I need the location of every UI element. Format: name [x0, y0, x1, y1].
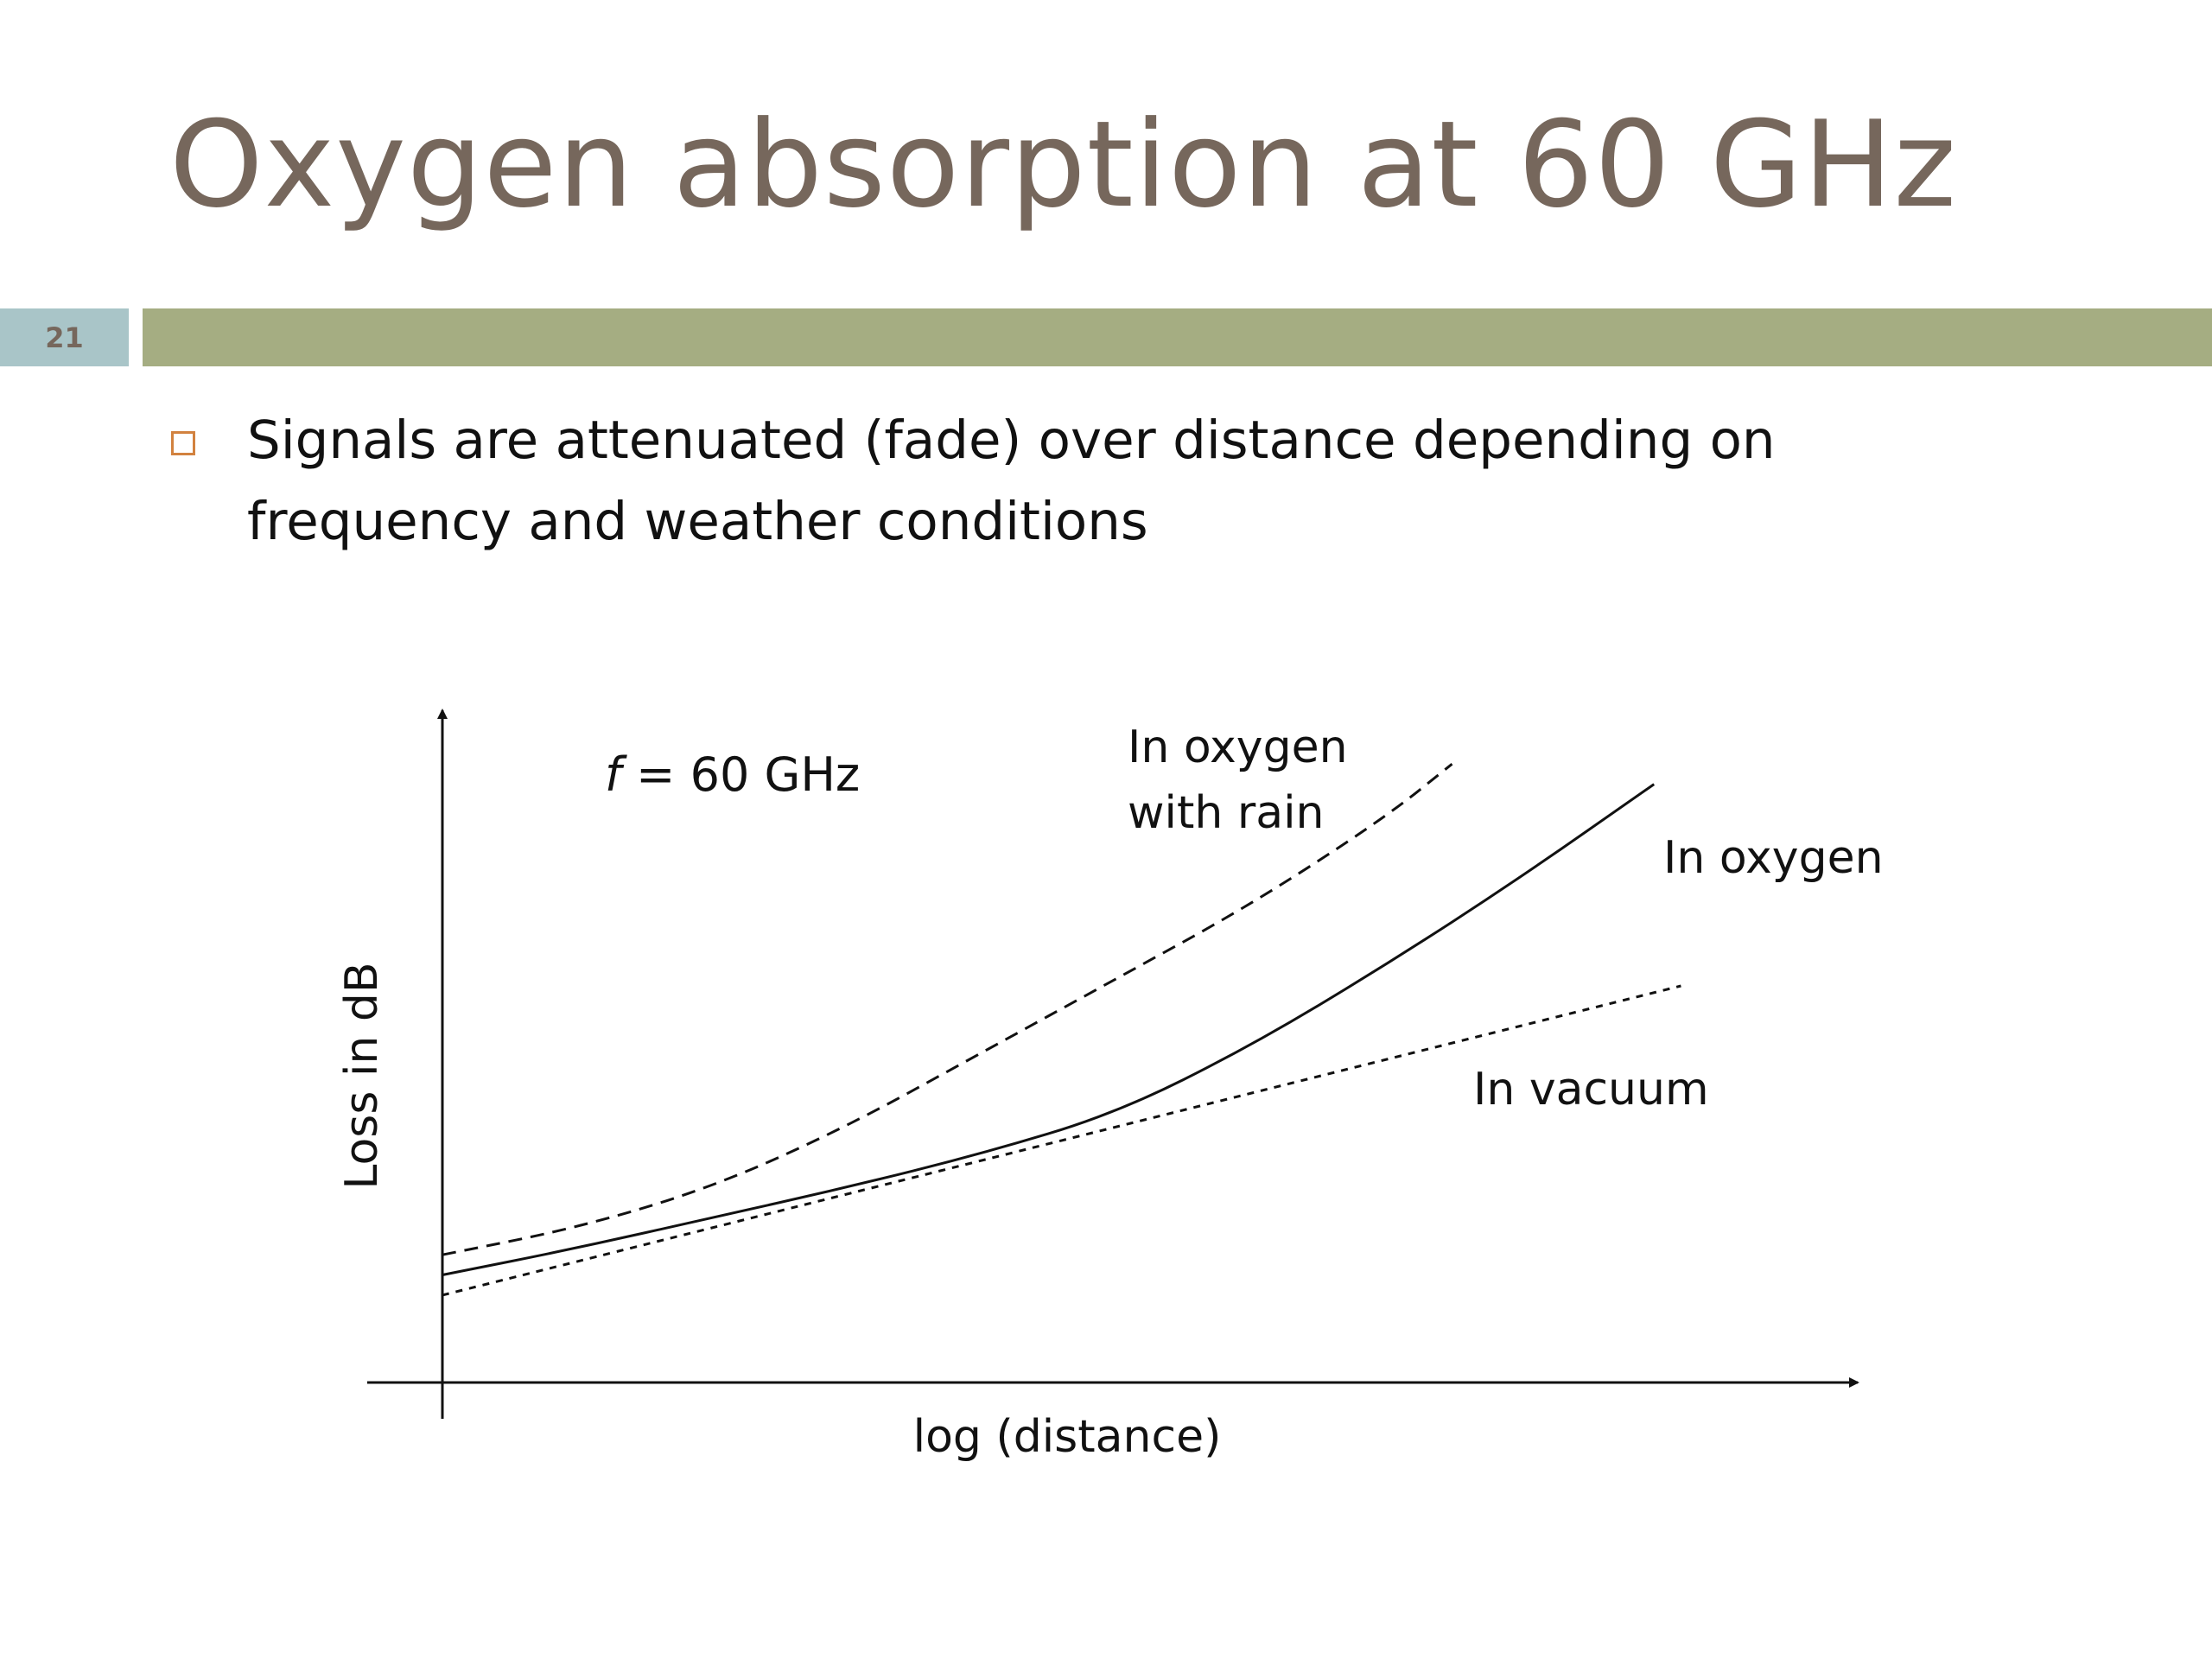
frequency-annotation: f = 60 GHz: [605, 747, 860, 802]
series-label-3: In vacuum: [1473, 1064, 1709, 1116]
slide-number-box: 21: [0, 308, 129, 366]
bullet-line-2: frequency and weather conditions: [247, 491, 1148, 552]
series-label-1: In oxygen with rain: [1128, 721, 1348, 839]
label-group: In oxygen with rain In oxygen In vacuum: [1128, 721, 1884, 1116]
slide-title: Oxygen absorption at 60 GHz: [169, 95, 1957, 234]
series-line-2: [442, 783, 1656, 1276]
bullet-square-icon: [171, 431, 195, 455]
series-label-1-line-1: In oxygen: [1128, 721, 1348, 773]
series-label-3-line-1: In vacuum: [1473, 1064, 1709, 1116]
title-rule: [143, 308, 2212, 366]
bullet-text: Signals are attenuated (fade) over dista…: [247, 400, 1975, 563]
frequency-annotation-italic: f: [605, 747, 627, 802]
series-label-1-line-2: with rain: [1128, 787, 1325, 839]
series-label-2: In oxygen: [1663, 832, 1884, 884]
series-line-1: [442, 763, 1453, 1256]
series-group: [442, 763, 1681, 1297]
slide-number: 21: [45, 321, 84, 354]
series-line-3: [442, 984, 1681, 1297]
y-axis-label: Loss in dB: [336, 962, 388, 1189]
x-axis-label: log (distance): [913, 1411, 1222, 1463]
bullet-line-1: Signals are attenuated (fade) over dista…: [247, 410, 1776, 471]
series-label-2-line-1: In oxygen: [1663, 832, 1884, 884]
frequency-annotation-rest: = 60 GHz: [621, 747, 860, 802]
